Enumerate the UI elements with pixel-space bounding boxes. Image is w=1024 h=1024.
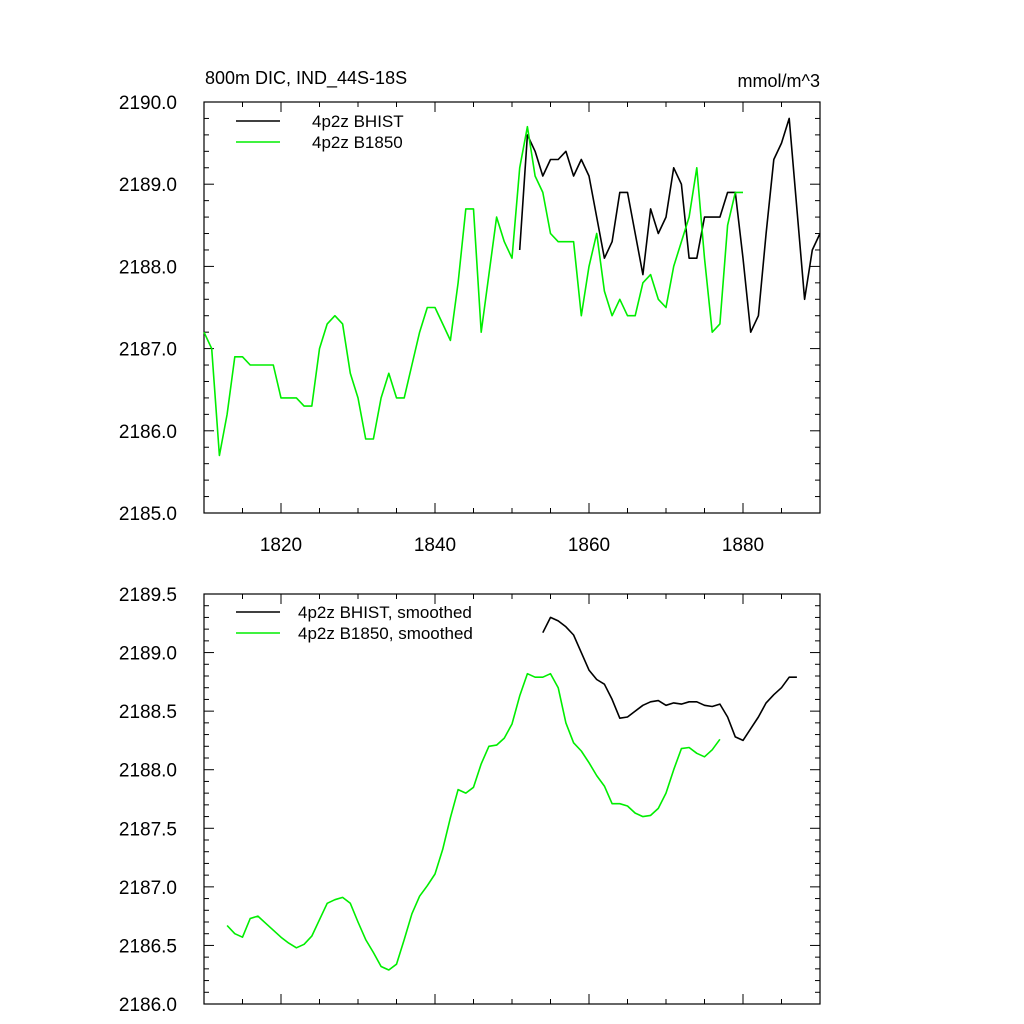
axes-top: 1820 1840 1860 1880 2185.0 2186.0 2187.0 2188.0… <box>119 93 821 556</box>
legend-label-b1850-smoothed: 4p2z B1850, smoothed <box>298 624 473 643</box>
legend-label-b1850: 4p2z B1850 <box>312 133 403 152</box>
x-tick-label: 1840 <box>414 535 456 556</box>
y-tick-label: 2190.0 <box>119 93 177 114</box>
x-tick-label: 1820 <box>260 535 302 556</box>
x-tick-label: 1860 <box>568 535 610 556</box>
chart-units: mmol/m^3 <box>738 71 820 91</box>
x-tick-label: 1880 <box>722 535 764 556</box>
plot-frame <box>203 101 821 514</box>
y-tick-label: 2189.5 <box>119 585 177 606</box>
series-line-b1850 <box>203 125 743 457</box>
series-layer-bottom <box>226 616 797 971</box>
legend-bottom: 4p2z BHIST, smoothed 4p2z B1850, smoothe… <box>236 603 473 643</box>
y-tick-label: 2189.0 <box>119 644 177 665</box>
y-tick-label: 2187.5 <box>119 819 177 840</box>
series-line-bhist <box>518 117 821 334</box>
y-tick-label: 2188.5 <box>119 702 177 723</box>
y-tick-label: 2185.0 <box>119 504 177 525</box>
y-tick-label: 2186.0 <box>119 422 177 443</box>
chart-title: 800m DIC, IND_44S-18S <box>205 68 407 89</box>
y-tick-label: 2187.0 <box>119 878 177 899</box>
chart-top-panel: 800m DIC, IND_44S-18S mmol/m^3 1820 1840 1… <box>119 68 821 556</box>
plot-frame <box>203 593 821 1005</box>
y-tick-label: 2186.5 <box>119 936 177 957</box>
series-layer-top <box>203 117 821 457</box>
legend-top: 4p2z BHIST 4p2z B1850 <box>236 112 404 152</box>
y-tick-label: 2187.0 <box>119 340 177 361</box>
series-line-b1850 <box>226 672 721 971</box>
legend-label-bhist: 4p2z BHIST <box>312 112 404 131</box>
y-tick-label: 2188.0 <box>119 257 177 278</box>
y-tick-label: 2189.0 <box>119 175 177 196</box>
y-tick-label: 2186.0 <box>119 995 177 1016</box>
series-line-bhist <box>542 616 797 742</box>
legend-label-bhist-smoothed: 4p2z BHIST, smoothed <box>298 603 472 622</box>
axes-bottom: 2186.0 2186.5 2187.0 2187.5 2188.0 2188.5 2189… <box>119 585 821 1016</box>
y-tick-label: 2188.0 <box>119 761 177 782</box>
chart-bottom-panel: 2186.0 2186.5 2187.0 2187.5 2188.0 2188.5 2189… <box>119 585 821 1016</box>
